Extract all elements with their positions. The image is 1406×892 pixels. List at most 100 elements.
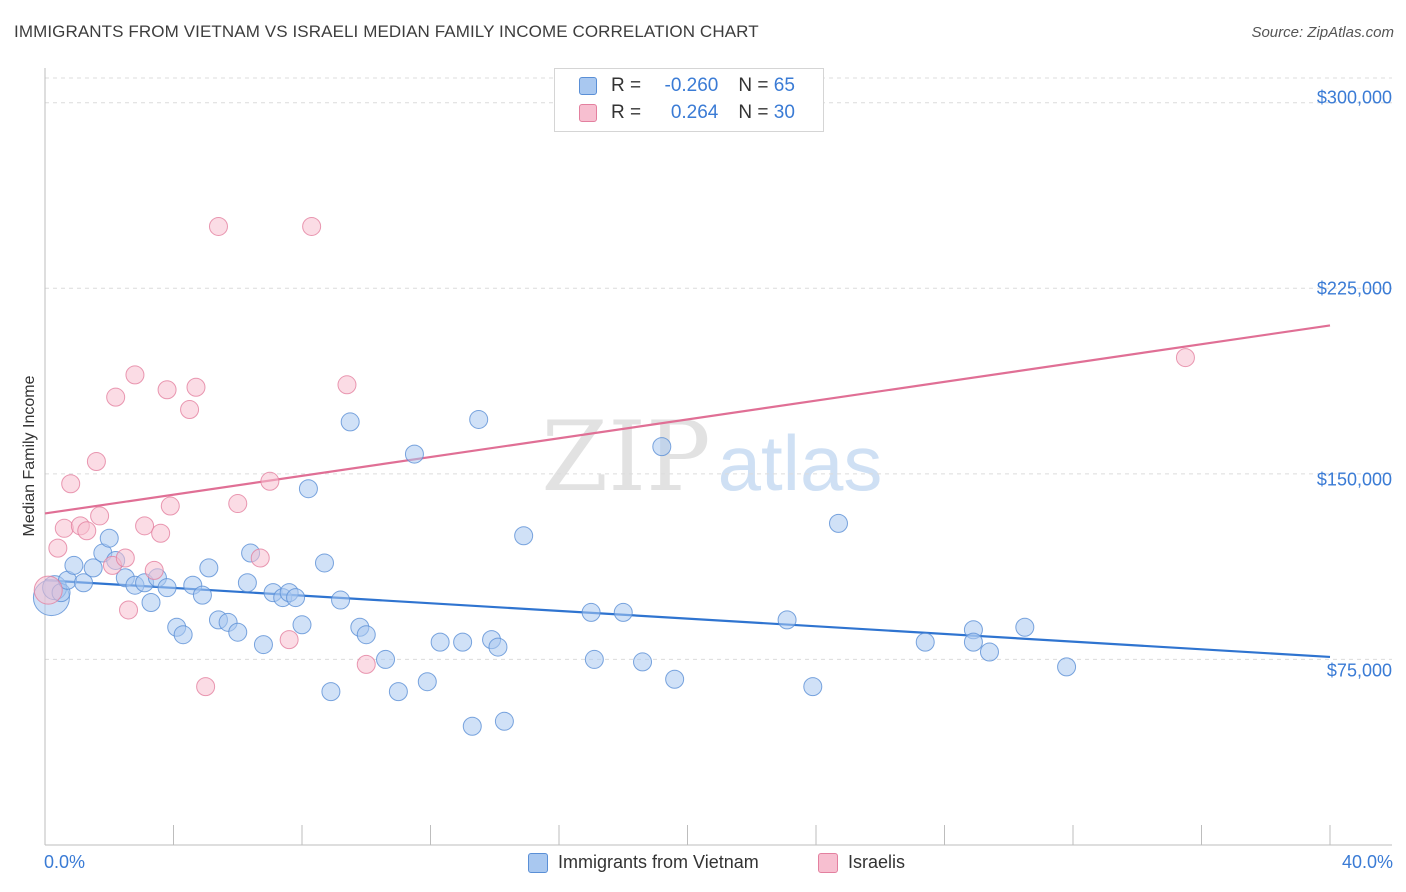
point-israelis [157,380,177,400]
chart-title: IMMIGRANTS FROM VIETNAM VS ISRAELI MEDIA… [14,22,759,41]
point-israelis [86,452,106,471]
bottom-legend-vietnam: Immigrants from Vietnam [528,852,759,873]
x-tick-min: 0.0% [44,852,86,872]
legend-swatch-israelis [579,104,597,122]
point-israelis [180,400,200,420]
point-vietnam [228,622,248,642]
point-vietnam [963,632,983,652]
point-vietnam [417,672,437,692]
legend-n-value: 30 [773,102,795,123]
point-vietnam [173,625,193,645]
bottom-legend-label-israelis: Israelis [848,852,906,872]
point-israelis [106,387,126,407]
bottom-legend-swatch-israelis [818,852,838,873]
point-israelis [279,630,299,650]
point-vietnam [453,632,473,652]
legend-r-value: 0.264 [670,102,719,123]
legend-n-label: N = [738,102,774,123]
point-israelis [196,677,216,697]
point-vietnam [376,649,396,669]
x-tick-max: 40.0% [1341,852,1393,872]
bottom-legend-swatch-vietnam [528,852,548,873]
point-vietnam [64,555,84,575]
point-vietnam [915,632,935,652]
point-vietnam [314,553,334,573]
point-vietnam [356,625,376,645]
bottom-legend-label-vietnam: Immigrants from Vietnam [558,852,759,872]
trend-line-vietnam [44,579,1331,659]
source-label: Source: ZipAtlas.com [1251,24,1394,41]
point-israelis [119,600,139,620]
point-israelis [135,516,155,536]
point-israelis [260,471,280,491]
legend-r-label: R = [611,75,647,96]
point-vietnam [488,637,508,657]
point-israelis [151,523,171,543]
point-vietnam [286,588,306,608]
legend-row-israelis: R = 0.264 N = 30 [579,101,795,125]
y-tick-225000: $225,000 [1316,278,1392,299]
legend-row-vietnam: R = -0.260 N = 65 [579,74,795,98]
legend-r-label: R = [611,102,647,123]
point-vietnam [1015,617,1035,637]
point-vietnam [777,610,797,630]
point-vietnam [828,513,848,533]
point-israelis [356,654,376,674]
bottom-legend-israelis: Israelis [818,852,905,873]
point-vietnam [430,632,450,652]
point-israelis [250,548,270,568]
y-tick-75000: $75,000 [1326,660,1392,681]
point-vietnam [979,642,999,662]
point-israelis [302,216,322,236]
point-israelis [115,548,135,568]
point-vietnam [665,669,685,689]
point-israelis [186,377,206,397]
point-vietnam [340,412,360,432]
point-israelis [144,560,164,580]
point-vietnam [83,558,103,578]
point-israelis [33,575,63,605]
point-israelis [228,494,248,514]
point-vietnam [494,711,514,731]
point-vietnam [613,602,633,622]
y-tick-300000: $300,000 [1316,87,1392,108]
point-vietnam [388,682,408,702]
watermark-zip: ZIP [541,401,710,513]
point-vietnam [74,573,94,593]
point-israelis [61,474,81,494]
point-israelis [77,521,97,541]
point-vietnam [803,677,823,697]
point-vietnam [157,578,177,598]
point-vietnam [1057,657,1077,677]
trend-line-israelis [44,324,1331,515]
point-israelis [160,496,180,516]
point-israelis [54,518,74,538]
point-vietnam [321,682,341,702]
point-vietnam [141,593,161,613]
legend-r-value: -0.260 [664,75,719,96]
point-vietnam [469,409,489,429]
stats-legend: R = -0.260 N = 65 R = 0.264 N = 30 [554,68,824,132]
y-tick-150000: $150,000 [1316,469,1392,490]
point-vietnam [199,558,219,578]
point-vietnam [514,526,534,546]
point-vietnam [237,573,257,593]
point-israelis [337,375,357,395]
point-israelis [90,506,110,526]
legend-swatch-vietnam [579,77,597,95]
watermark-atlas: atlas [718,419,883,507]
point-vietnam [331,590,351,610]
point-vietnam [633,652,653,672]
point-vietnam [298,479,318,499]
point-vietnam [292,615,312,635]
point-vietnam [462,716,482,736]
point-vietnam [581,602,601,622]
point-israelis [208,216,228,236]
point-israelis [1175,348,1195,368]
point-israelis [125,365,145,385]
point-vietnam [192,585,212,605]
legend-n-value: 65 [773,75,795,96]
legend-n-label: N = [738,75,774,96]
point-vietnam [253,635,273,655]
